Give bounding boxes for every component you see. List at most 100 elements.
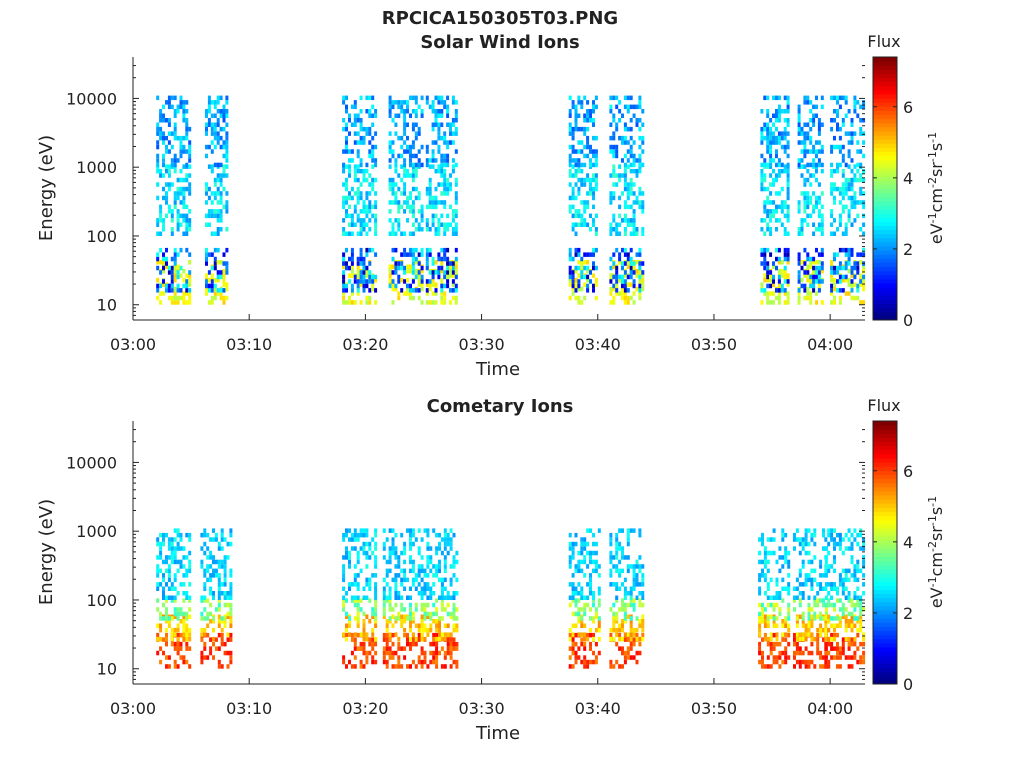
heatmap-cell (356, 191, 360, 196)
heatmap-cell (830, 191, 834, 196)
heatmap-cell (446, 158, 450, 163)
heatmap-cell (420, 595, 424, 600)
heatmap-cell (165, 168, 168, 174)
heatmap-cell (207, 270, 211, 275)
heatmap-cell (810, 577, 814, 583)
heatmap-cell (635, 227, 639, 232)
heatmap-cell (185, 204, 189, 210)
heatmap-cell (446, 186, 450, 192)
heatmap-cell (836, 227, 839, 232)
heatmap-cell (213, 135, 217, 141)
heatmap-cell (362, 283, 366, 289)
heatmap-cell (803, 204, 807, 210)
heatmap-cell (801, 559, 805, 565)
heatmap-cell (411, 528, 415, 533)
heatmap-cell (830, 283, 834, 289)
heatmap-cell (583, 664, 587, 669)
heatmap-cell (179, 537, 183, 542)
colorbar-segment (873, 519, 897, 525)
heatmap-cell (210, 265, 214, 271)
heatmap-cell (812, 279, 816, 284)
heatmap-cell (803, 100, 807, 105)
colorbar-segment (873, 209, 897, 214)
heatmap-cell (797, 113, 801, 118)
heatmap-cell (435, 532, 439, 538)
heatmap-cell (800, 277, 804, 283)
heatmap-cell (452, 555, 456, 560)
heatmap-cell (167, 564, 171, 569)
heatmap-cell (632, 162, 636, 168)
heatmap-cell (217, 614, 221, 619)
heatmap-cell (342, 126, 346, 132)
heatmap-cell (612, 261, 616, 266)
heatmap-cell (409, 149, 412, 154)
heatmap-cell (417, 126, 421, 132)
heatmap-cell (803, 247, 807, 253)
heatmap-cell (382, 655, 386, 660)
heatmap-cell (577, 279, 581, 284)
heatmap-cell (777, 204, 781, 210)
heatmap-cell (382, 528, 386, 533)
heatmap-cell (777, 104, 781, 110)
heatmap-cell (850, 288, 854, 293)
heatmap-cell (167, 173, 171, 178)
heatmap-cell (763, 95, 767, 101)
heatmap-cell (629, 104, 633, 110)
heatmap-cell (615, 582, 619, 587)
heatmap-cell (797, 158, 801, 163)
heatmap-cell (856, 568, 860, 574)
heatmap-cell (437, 109, 441, 114)
heatmap-cell (577, 598, 581, 603)
heatmap-cell (766, 95, 770, 101)
heatmap-cell (777, 113, 781, 118)
heatmap-cell (345, 149, 348, 154)
heatmap-cell (612, 623, 616, 628)
heatmap-cell (348, 168, 351, 174)
heatmap-cell (623, 153, 627, 159)
heatmap-cell (400, 582, 404, 587)
heatmap-cell (443, 140, 447, 145)
heatmap-cell (612, 564, 616, 569)
heatmap-cell (775, 602, 779, 608)
colorbar-segment (873, 445, 897, 451)
heatmap-cell (638, 274, 642, 280)
heatmap-cell (156, 541, 160, 547)
heatmap-cell (833, 195, 836, 201)
heatmap-cell (594, 655, 598, 660)
heatmap-cell (365, 191, 369, 196)
heatmap-cell (844, 113, 848, 118)
heatmap-cell (817, 282, 821, 287)
heatmap-cell (815, 200, 818, 205)
heatmap-cell (411, 582, 415, 587)
heatmap-cell (434, 260, 438, 265)
heatmap-cell (400, 619, 404, 624)
heatmap-cell (212, 627, 215, 633)
heatmap-cell (594, 295, 598, 301)
heatmap-cell (574, 611, 578, 617)
heatmap-cell (345, 300, 348, 305)
heatmap-cell (374, 213, 378, 219)
heatmap-cell (391, 270, 395, 275)
heatmap-cell (170, 641, 174, 647)
heatmap-cell (182, 149, 186, 154)
heatmap-cell (862, 607, 866, 612)
heatmap-cell (844, 222, 848, 227)
heatmap-cell (403, 573, 407, 578)
heatmap-cell (170, 209, 174, 214)
heatmap-cell (443, 650, 447, 656)
heatmap-cell (638, 153, 642, 159)
colorbar-segment (873, 85, 897, 91)
heatmap-cell (353, 209, 357, 214)
heatmap-cell (229, 532, 233, 538)
heatmap-cell (350, 288, 354, 293)
heatmap-cell (856, 295, 860, 301)
heatmap-cell (411, 532, 415, 538)
heatmap-cell (626, 260, 630, 265)
heatmap-cell (188, 218, 192, 223)
heatmap-cell (618, 541, 622, 547)
heatmap-cell (583, 260, 587, 265)
heatmap-cell (385, 573, 389, 578)
heatmap-cell (592, 659, 595, 665)
heatmap-cell (411, 95, 415, 101)
heatmap-cell (432, 582, 436, 587)
